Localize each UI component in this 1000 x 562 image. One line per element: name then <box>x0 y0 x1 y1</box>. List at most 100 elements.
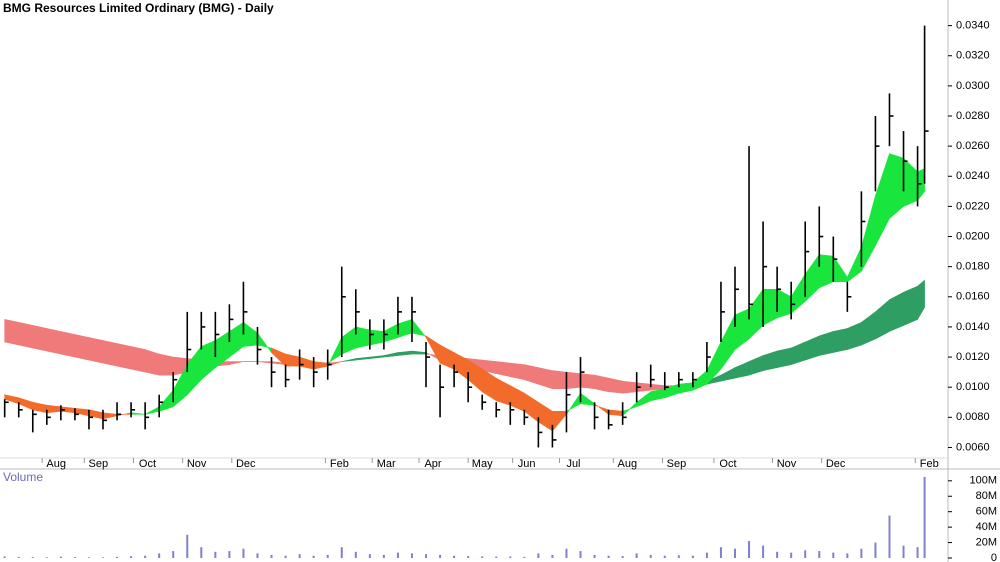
volume-bar <box>923 476 926 558</box>
volume-bar <box>846 553 849 558</box>
ma-ribbon <box>622 380 637 394</box>
ma-ribbon <box>818 331 834 356</box>
volume-bar <box>312 555 315 558</box>
x-tick-label: Nov <box>777 458 797 470</box>
ma-ribbon <box>776 347 792 368</box>
ma-ribbon <box>369 329 385 346</box>
volume-y-tick-label: 60M <box>976 506 997 518</box>
y-tick-label: 0.0180 <box>956 261 990 273</box>
volume-bar <box>762 545 765 558</box>
volume-bar <box>425 554 428 558</box>
ma-ribbon <box>158 353 174 376</box>
volume-bar <box>916 547 919 558</box>
y-tick-label: 0.0060 <box>956 441 990 453</box>
chart-title: BMG Resources Limited Ordinary (BMG) - D… <box>3 1 274 15</box>
ma-ribbon <box>229 361 244 365</box>
x-tick-label: Sep <box>89 458 109 470</box>
x-tick-label: Sep <box>667 458 687 470</box>
x-tick-label: Jul <box>566 458 580 470</box>
ma-ribbon <box>580 373 595 390</box>
volume-bar <box>832 552 835 558</box>
y-tick-label: 0.0140 <box>956 321 990 333</box>
volume-bar <box>705 552 708 558</box>
volume-bar <box>790 552 793 558</box>
volume-bar <box>565 548 568 558</box>
volume-bar <box>396 552 399 558</box>
volume-bar <box>270 554 273 558</box>
ma-ribbon <box>60 331 76 358</box>
x-tick-label: May <box>472 458 493 470</box>
volume-bar <box>593 554 596 558</box>
volume-bar <box>144 555 147 558</box>
y-tick-label: 0.0100 <box>956 381 990 393</box>
y-tick-label: 0.0300 <box>956 80 990 92</box>
volume-bar <box>59 556 62 558</box>
ma-ribbon <box>130 346 146 373</box>
volume-bar <box>888 515 891 558</box>
ma-ribbon <box>594 374 609 393</box>
volume-bar <box>551 554 554 558</box>
volume-bar <box>31 557 34 558</box>
volume-bar <box>748 541 751 558</box>
ma-ribbon <box>18 322 34 349</box>
ma-ribbon <box>833 328 848 353</box>
volume-bar <box>298 554 301 558</box>
ma-ribbon <box>495 361 511 378</box>
ma-ribbon <box>818 254 834 289</box>
x-tick-label: Apr <box>424 458 441 470</box>
volume-bar <box>116 556 119 558</box>
volume-y-tick-label: 20M <box>976 536 997 548</box>
volume-bar <box>453 555 456 558</box>
x-tick-label: Oct <box>139 458 156 470</box>
volume-bar <box>284 555 287 558</box>
volume-bar <box>874 542 877 558</box>
x-tick-label: Feb <box>920 458 939 470</box>
volume-bar <box>902 545 905 558</box>
volume-bar <box>382 554 385 558</box>
x-tick-label: Jun <box>518 458 536 470</box>
ma-ribbon <box>46 328 62 355</box>
volume-bar <box>410 553 413 558</box>
y-tick-label: 0.0260 <box>956 140 990 152</box>
x-tick-label: Oct <box>719 458 736 470</box>
volume-y-tick-label: 0 <box>991 552 997 562</box>
volume-title: Volume <box>3 470 43 484</box>
volume-bar <box>101 557 104 558</box>
volume-bar <box>804 550 807 558</box>
ma-ribbon <box>917 279 925 321</box>
ma-ribbon <box>144 349 160 376</box>
y-tick-label: 0.0220 <box>956 200 990 212</box>
volume-bar <box>439 554 442 558</box>
volume-bar <box>326 554 329 558</box>
ma-ribbon <box>903 285 918 326</box>
x-tick-label: Aug <box>618 458 638 470</box>
ma-ribbon <box>355 326 371 349</box>
volume-bar <box>649 554 652 558</box>
volume-bar <box>87 557 90 558</box>
volume-y-tick-label: 100M <box>969 475 997 487</box>
volume-bar <box>621 556 624 558</box>
volume-y-tick-label: 40M <box>976 521 997 533</box>
volume-y-tick-label: 80M <box>976 490 997 502</box>
volume-bar <box>200 547 203 558</box>
volume-bar <box>719 547 722 558</box>
volume-bar <box>368 554 371 558</box>
y-tick-label: 0.0240 <box>956 170 990 182</box>
volume-bar <box>3 556 6 558</box>
volume-bar <box>45 557 48 558</box>
x-tick-label: Dec <box>826 458 846 470</box>
x-tick-label: Aug <box>46 458 66 470</box>
ma-ribbon <box>608 377 623 394</box>
volume-bar <box>733 548 736 558</box>
ma-ribbon <box>102 340 118 367</box>
volume-bar <box>607 555 610 558</box>
volume-bar <box>17 556 20 558</box>
volume-bar <box>495 556 498 558</box>
ma-ribbon <box>88 337 104 364</box>
volume-bar <box>537 553 540 558</box>
ma-ribbon <box>74 334 90 361</box>
volume-bar <box>860 548 863 558</box>
volume-bar <box>509 556 512 558</box>
ma-ribbon <box>116 343 132 370</box>
